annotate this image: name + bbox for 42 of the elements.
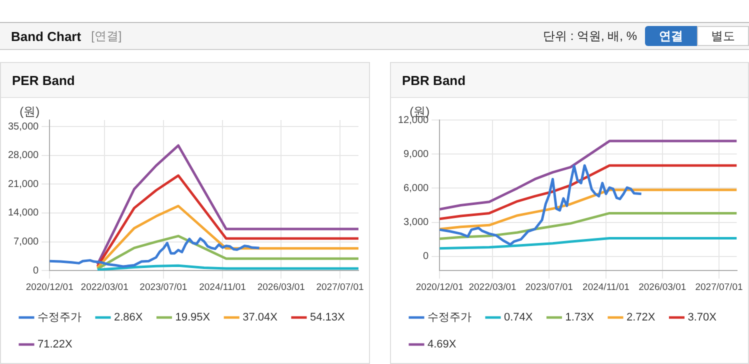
x-tick-label: 2026/03/01 (638, 282, 686, 293)
chart-title: PBR Band (391, 63, 748, 98)
x-tick-label: 2024/11/01 (582, 282, 630, 293)
y-tick-label: 9,000 (404, 148, 430, 160)
y-tick-label: 7,000 (14, 236, 40, 248)
y-tick-label: 0 (33, 265, 40, 276)
y-tick-label: 3,000 (404, 217, 430, 228)
legend-label: 4.69X (428, 338, 457, 351)
x-tick-label: 2023/07/01 (525, 282, 573, 293)
text: [연결] (91, 28, 122, 44)
y-axis-title: (원) (20, 104, 40, 118)
text: 별도 (697, 26, 749, 46)
y-tick-label: 0 (423, 251, 430, 262)
x-tick-label: 2020/12/01 (26, 282, 74, 293)
x-tick-label: 2027/07/01 (695, 282, 743, 293)
x-tick-label: 2026/03/01 (257, 282, 305, 293)
y-tick-label: 21,000 (8, 178, 40, 190)
legend-label: 71.22X (38, 338, 74, 351)
legend-label: 0.74X (504, 312, 534, 324)
legend-label: 54.13X (310, 312, 346, 324)
chart-title: PER Band (1, 63, 369, 98)
text: 단위 : 억원, 배, % (542, 28, 637, 44)
text: Band Chart (11, 28, 82, 44)
legend-label: 37.04X (242, 312, 278, 324)
x-tick-label: 2023/07/01 (140, 282, 188, 293)
legend-label: 2.86X (114, 312, 144, 324)
x-tick-label: 2022/03/01 (80, 282, 128, 293)
legend-label: 1.73X (565, 312, 595, 324)
legend-label: 수정주가 (428, 312, 472, 324)
x-tick-label: 2024/11/01 (199, 282, 246, 293)
x-tick-label: 2020/12/01 (416, 282, 464, 293)
legend-label: 수정주가 (38, 312, 82, 324)
y-tick-label: 35,000 (8, 121, 40, 132)
legend-label: 2.72X (626, 312, 656, 324)
legend-label: 3.70X (688, 312, 718, 324)
legend-label: 19.95X (175, 312, 211, 324)
y-tick-label: 14,000 (8, 208, 40, 219)
x-tick-label: 2027/07/01 (316, 282, 364, 293)
text: 연결 (645, 26, 697, 46)
x-tick-label: 2022/03/01 (468, 282, 516, 293)
y-tick-label: 6,000 (404, 182, 430, 194)
y-tick-label: 28,000 (8, 150, 40, 162)
